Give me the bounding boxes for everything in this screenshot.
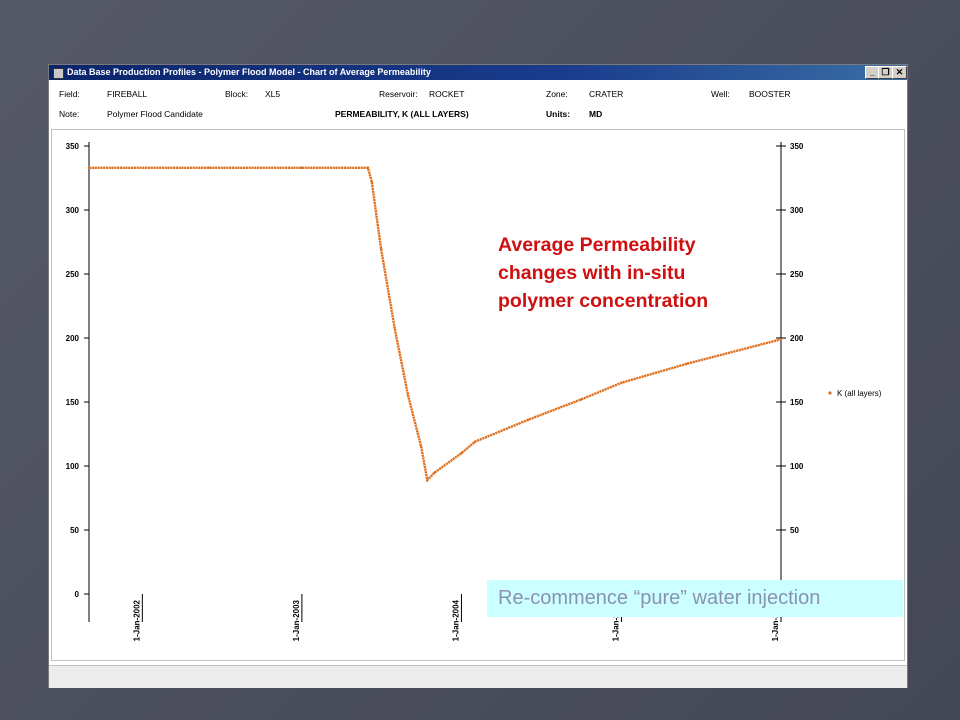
legend-marker	[828, 391, 832, 395]
x-tick-label: 1-Jan-2002	[132, 599, 141, 641]
x-tick-label: 1-Jan-2005	[611, 599, 620, 641]
y-tick-label-left: 100	[66, 462, 80, 471]
data-point	[580, 398, 583, 401]
annotation-line-2: changes with in-situ	[498, 262, 686, 284]
y-tick-label-left: 0	[75, 590, 80, 599]
legend-label: K (all layers)	[837, 389, 882, 398]
data-point	[207, 166, 210, 169]
data-point	[460, 452, 463, 455]
data-point	[300, 166, 304, 169]
y-tick-label-right: 300	[790, 206, 804, 215]
data-point	[779, 338, 783, 341]
block-value: XL5	[265, 89, 281, 99]
data-point	[686, 362, 689, 365]
data-point	[379, 247, 383, 250]
annotation-line-3: polymer concentration	[498, 290, 709, 312]
data-point	[393, 326, 396, 329]
reservoir-value: ROCKET	[429, 89, 465, 99]
note-value: Polymer Flood Candidate	[107, 109, 203, 119]
y-tick-label-left: 150	[66, 398, 80, 407]
y-tick-label-right: 350	[790, 142, 804, 151]
data-point	[473, 440, 477, 443]
data-point	[620, 381, 623, 384]
y-tick-label-left: 300	[66, 206, 80, 215]
close-button[interactable]: ✕	[892, 66, 907, 79]
chart-frame	[51, 129, 905, 661]
zone-value: CRATER	[589, 89, 624, 99]
data-point	[426, 478, 429, 482]
data-point	[526, 418, 530, 422]
permeability-annotation: Average Permeability changes with in-sit…	[498, 231, 778, 315]
y-tick-label-left: 350	[66, 142, 80, 151]
well-label: Well:	[711, 89, 730, 99]
well-value: BOOSTER	[749, 89, 791, 99]
y-tick-label-right: 150	[790, 398, 804, 407]
units-label: Units:	[546, 109, 571, 119]
zone-label: Zone:	[546, 89, 568, 99]
window-titlebar[interactable]: Data Base Production Profiles - Polymer …	[49, 65, 907, 80]
x-tick-label: 1-Jan-2004	[451, 599, 460, 641]
data-point	[420, 445, 423, 448]
x-tick-label: 1-Jan-2003	[292, 599, 301, 641]
annotation-line-1: Average Permeability	[498, 234, 696, 256]
y-tick-label-left: 250	[66, 270, 80, 279]
x-tick-label: 1-Jan-2006	[771, 599, 780, 641]
data-point	[433, 471, 436, 474]
app-icon	[53, 68, 64, 79]
y-tick-label-left: 50	[70, 526, 79, 535]
units-value: MD	[589, 109, 603, 119]
data-point	[370, 180, 374, 184]
chart-title: PERMEABILITY, K (ALL LAYERS)	[335, 109, 469, 119]
field-label: Field:	[59, 89, 80, 99]
water-injection-callout: Re-commence “pure” water injection	[487, 580, 903, 617]
data-point	[406, 394, 410, 397]
window-title: Data Base Production Profiles - Polymer …	[67, 67, 431, 77]
data-point	[366, 166, 370, 169]
status-bar	[49, 665, 907, 688]
field-value: FIREBALL	[107, 89, 148, 99]
note-label: Note:	[59, 109, 80, 119]
y-tick-label-right: 200	[790, 334, 804, 343]
y-tick-label-left: 200	[66, 334, 80, 343]
block-label: Block:	[225, 89, 249, 99]
data-point	[87, 166, 91, 169]
y-tick-label-right: 250	[790, 270, 804, 279]
series-line-k-all-layers	[89, 166, 782, 483]
y-tick-label-right: 50	[790, 526, 799, 535]
reservoir-label: Reservoir:	[379, 89, 418, 99]
y-tick-label-right: 100	[790, 462, 804, 471]
